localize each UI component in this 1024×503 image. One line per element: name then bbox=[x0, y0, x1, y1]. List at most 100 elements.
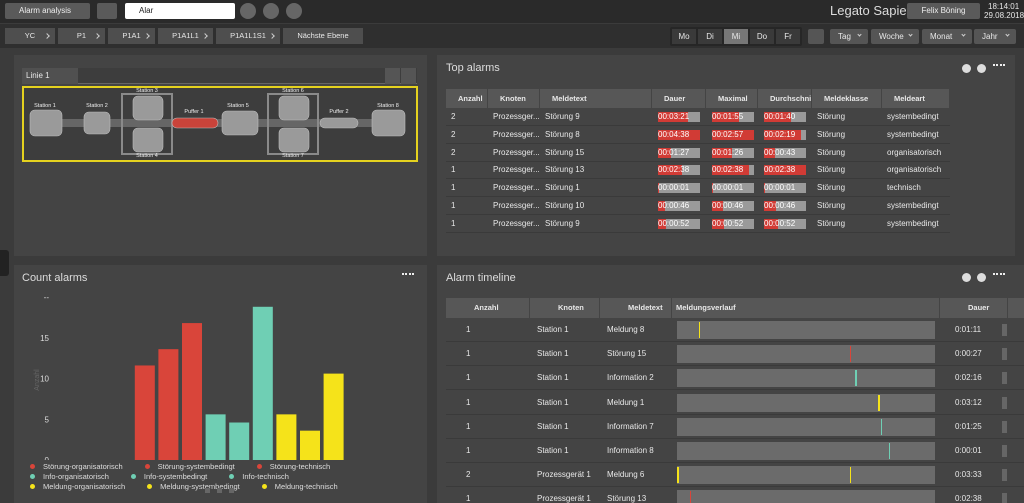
y-tick-label: -- bbox=[44, 293, 50, 302]
timeline-track bbox=[677, 417, 935, 436]
legend-dot bbox=[147, 483, 153, 489]
table-cell: 1 bbox=[466, 373, 471, 383]
home-button[interactable] bbox=[401, 68, 416, 84]
duration-bar bbox=[658, 129, 700, 140]
count-alarms-panel bbox=[14, 265, 427, 503]
copy-button[interactable] bbox=[97, 3, 117, 19]
table-cell: Prozessger... bbox=[493, 183, 540, 193]
table-cell: 00:00:01 bbox=[764, 183, 796, 193]
range-dropdown[interactable]: Tag bbox=[830, 29, 868, 44]
more-menu[interactable] bbox=[993, 64, 1005, 73]
column-header[interactable]: Maximal bbox=[706, 89, 757, 108]
weekday-button[interactable]: Di bbox=[698, 29, 722, 44]
legend-dot bbox=[30, 463, 35, 469]
weekday-button[interactable]: Mo bbox=[672, 29, 696, 44]
column-header[interactable]: Dauer bbox=[652, 89, 705, 108]
row-divider bbox=[446, 486, 1024, 488]
column-header[interactable]: Anzahl bbox=[446, 298, 529, 318]
column-header[interactable]: Knoten bbox=[488, 89, 539, 108]
table-cell: 0:00:01 bbox=[955, 446, 982, 455]
station-shape bbox=[319, 117, 359, 129]
breadcrumb-item[interactable]: Nächste Ebene bbox=[283, 28, 363, 44]
clock-date: 29.08.2018 bbox=[984, 11, 1024, 20]
bar bbox=[158, 349, 179, 460]
legend-item[interactable]: Info-organisatorisch bbox=[30, 471, 109, 481]
breadcrumb-item[interactable]: P1A1L1S1 bbox=[216, 28, 280, 44]
breadcrumb-item[interactable]: P1A1L1 bbox=[158, 28, 213, 44]
timeline-track bbox=[677, 321, 935, 339]
more-menu[interactable] bbox=[993, 273, 1005, 282]
column-header[interactable]: Meldeart bbox=[882, 89, 949, 108]
print-button[interactable] bbox=[286, 3, 302, 19]
column-header[interactable]: Meldeklasse bbox=[812, 89, 881, 108]
table-cell: Station 1 bbox=[537, 325, 569, 334]
column-header[interactable]: Meldetext bbox=[540, 89, 651, 108]
column-header[interactable]: Durchschnitt bbox=[758, 89, 811, 108]
back-button[interactable] bbox=[385, 68, 400, 84]
duration-bar-bg bbox=[658, 201, 700, 211]
panel-icon[interactable] bbox=[977, 273, 986, 282]
legend-item[interactable]: Meldung-technisch bbox=[261, 481, 338, 491]
table-cell: 1 bbox=[466, 446, 471, 455]
edit-button[interactable] bbox=[240, 3, 256, 19]
search-input[interactable]: Alar bbox=[125, 3, 235, 19]
line-tab[interactable]: Linie 1 bbox=[22, 68, 78, 84]
table-cell: 00:02:38 bbox=[764, 165, 796, 175]
legend-label: Info-organisatorisch bbox=[43, 471, 109, 481]
range-dropdown[interactable]: Monat bbox=[922, 29, 972, 44]
table-cell: Störung 13 bbox=[607, 494, 647, 503]
breadcrumb-item[interactable]: P1 bbox=[58, 28, 105, 44]
legend-item[interactable]: Störung-systembedingt bbox=[144, 461, 235, 471]
column-header[interactable]: Anzahl bbox=[446, 89, 487, 108]
add-button[interactable] bbox=[263, 3, 279, 19]
table-cell: 00:04:38 bbox=[658, 129, 690, 139]
row-divider bbox=[446, 231, 950, 233]
legend-item[interactable]: Störung-organisatorisch bbox=[30, 461, 123, 471]
more-menu[interactable] bbox=[402, 273, 414, 282]
legend-label: Störung-organisatorisch bbox=[43, 461, 123, 471]
pager-dot[interactable] bbox=[217, 488, 222, 493]
legend-item[interactable]: Info-systembedingt bbox=[130, 471, 207, 481]
legend-item[interactable]: Störung-technisch bbox=[256, 461, 330, 471]
column-header[interactable]: Meldungsverlauf bbox=[672, 298, 939, 318]
panel-icon[interactable] bbox=[962, 64, 971, 73]
duration-bar bbox=[764, 129, 801, 140]
table-cell: Information 2 bbox=[607, 373, 654, 383]
pager-dot[interactable] bbox=[229, 488, 234, 493]
user-button[interactable]: Felix Böning bbox=[907, 3, 980, 19]
legend-dot bbox=[30, 473, 35, 479]
row-divider bbox=[446, 365, 1024, 367]
panel-icon[interactable] bbox=[977, 64, 986, 73]
range-dropdown[interactable]: Jahr bbox=[974, 29, 1016, 44]
clock-time: 18:14:01 bbox=[988, 2, 1020, 11]
column-header[interactable]: Dauer bbox=[940, 298, 1007, 318]
table-cell: Störung bbox=[817, 147, 846, 157]
left-handle[interactable] bbox=[0, 250, 9, 276]
breadcrumb-item[interactable]: YC bbox=[5, 28, 55, 44]
table-cell: Störung 1 bbox=[545, 183, 580, 193]
panel-icon[interactable] bbox=[962, 273, 971, 282]
column-header[interactable]: Meldetext bbox=[600, 298, 671, 318]
range-dropdown[interactable]: Woche bbox=[871, 29, 919, 44]
column-header[interactable]: Knoten bbox=[530, 298, 599, 318]
duration-bar-bg bbox=[764, 183, 806, 194]
table-cell: Störung 15 bbox=[607, 349, 647, 359]
breadcrumb-item[interactable]: P1A1 bbox=[108, 28, 155, 44]
pager-dot[interactable] bbox=[205, 488, 210, 493]
legend-item[interactable]: Info-technisch bbox=[229, 471, 289, 481]
table-cell: systembedingt bbox=[887, 112, 939, 121]
legend-item[interactable]: Meldung-organisatorisch bbox=[30, 481, 125, 491]
dropdown-caret bbox=[1005, 32, 1010, 37]
weekday-button[interactable]: Fr bbox=[776, 29, 800, 44]
table-cell: Prozessger... bbox=[493, 147, 540, 157]
weekday-button[interactable]: Do bbox=[750, 29, 774, 44]
legend-item[interactable]: Meldung-systembedingt bbox=[147, 481, 240, 491]
app-button[interactable]: Alarm analysis bbox=[5, 3, 90, 19]
station-label: Station 2 bbox=[86, 103, 108, 109]
table-cell: Station 1 bbox=[537, 446, 569, 455]
calendar-button[interactable] bbox=[808, 29, 824, 44]
top-bar bbox=[0, 0, 1024, 23]
duration-bar bbox=[764, 112, 791, 122]
station-label: Station 7 bbox=[282, 153, 304, 159]
weekday-button[interactable]: Mi bbox=[724, 29, 748, 44]
